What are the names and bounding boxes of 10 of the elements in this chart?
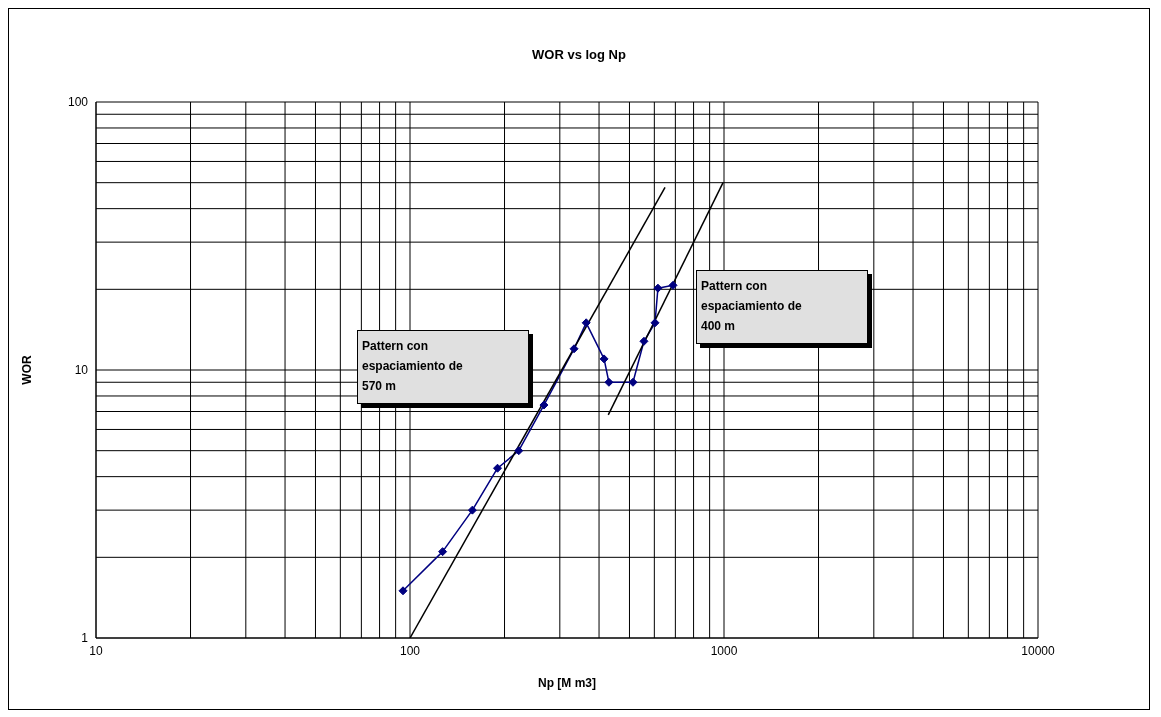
x-tick-label: 100: [399, 643, 421, 658]
y-tick-label: 10: [74, 363, 89, 378]
chart-title: WOR vs log Np: [531, 47, 627, 62]
x-tick-label: 1000: [710, 643, 738, 658]
x-tick-label: 10: [89, 643, 103, 658]
y-tick-label: 1: [81, 631, 89, 646]
y-axis-title: WOR: [20, 355, 35, 385]
x-axis-title: Np [M m3]: [538, 676, 596, 690]
y-tick-label: 100: [67, 95, 89, 110]
x-tick-label: 10000: [1021, 643, 1056, 658]
